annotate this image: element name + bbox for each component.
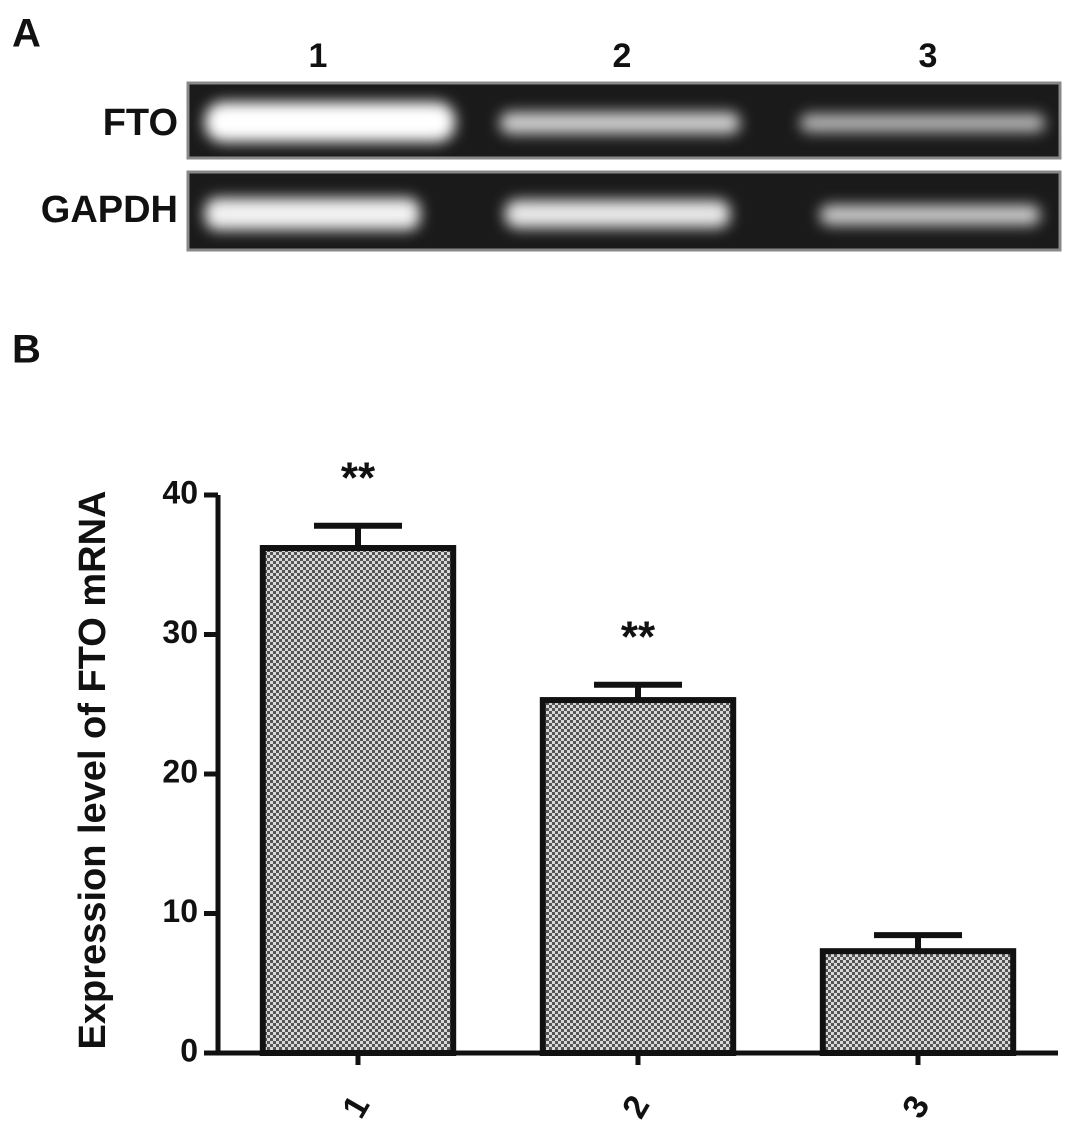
- y-tick-label: 0: [180, 1032, 198, 1068]
- lane-label: 3: [919, 37, 938, 75]
- significance-marker: **: [341, 453, 376, 502]
- y-tick-label: 30: [162, 614, 198, 650]
- y-tick-label: 20: [162, 753, 198, 789]
- gel-image: [186, 81, 1062, 252]
- x-tick-label: 3: [895, 1089, 937, 1124]
- lane-label: 2: [613, 37, 632, 75]
- significance-marker: **: [621, 612, 656, 661]
- y-tick-label: 40: [162, 474, 198, 510]
- row-label: FTO: [103, 102, 178, 144]
- bar: [259, 545, 457, 1056]
- lane-label: 1: [309, 37, 328, 75]
- x-tick-label: 1: [335, 1089, 377, 1124]
- panel-label: A: [12, 12, 41, 56]
- panel-label: B: [12, 328, 41, 372]
- bar: [539, 697, 737, 1056]
- y-axis-label: Expression level of FTO mRNA: [72, 491, 114, 1050]
- bar: [819, 948, 1017, 1056]
- x-tick-label: 2: [615, 1089, 657, 1124]
- row-label: GAPDH: [41, 189, 178, 231]
- y-tick-label: 10: [162, 893, 198, 929]
